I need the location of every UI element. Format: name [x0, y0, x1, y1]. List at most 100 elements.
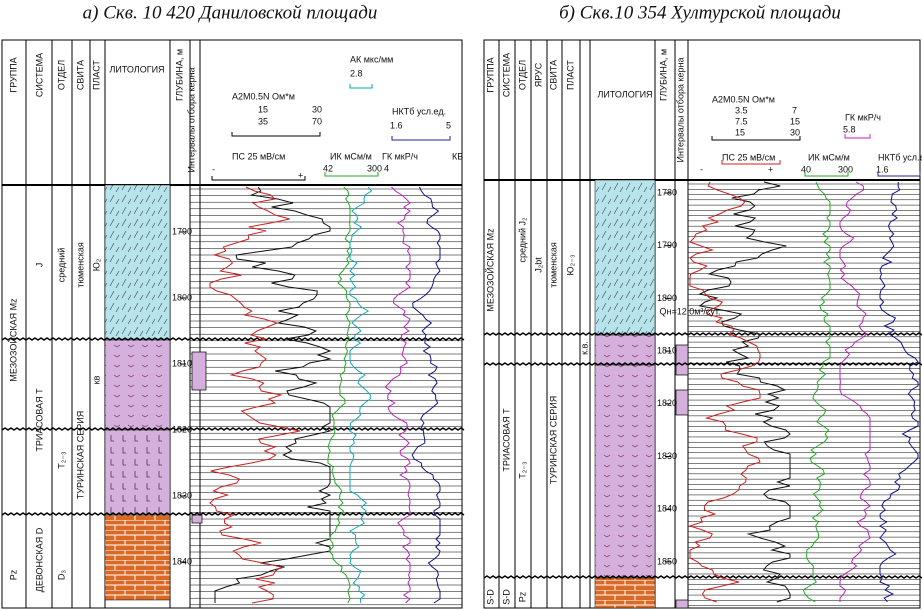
strat-label: ДЕВОНСКАЯ D: [34, 527, 44, 592]
curve-label: АК мкс/мм: [350, 54, 393, 64]
log-curve: [210, 187, 300, 603]
lithology: [595, 365, 655, 578]
core-interval: [676, 390, 688, 415]
column-header: ГРУППА: [8, 57, 18, 92]
curve-label: 30: [312, 104, 322, 114]
curve-label: ПС 25 мВ/см: [232, 151, 285, 161]
panel-title: б) Скв.10 354 Хултурской площади: [559, 2, 841, 23]
curve-label: ГК мкР/ч: [382, 151, 418, 161]
log-curve: [412, 187, 440, 603]
panel-title: а) Скв. 10 420 Даниловской площади: [83, 2, 378, 23]
column-header: Интервалы отбора керна: [675, 57, 685, 162]
lithology: [595, 335, 655, 365]
strat-label: J₂bt: [533, 257, 543, 273]
strat-label: S-D: [501, 589, 511, 605]
scale-bracket: [712, 136, 800, 140]
log-curve: [385, 187, 410, 603]
column-header: ПЛАСТ: [565, 60, 575, 90]
strat-label: ТУРИНСКАЯ СЕРИЯ: [548, 396, 558, 484]
depth-label: 1810: [172, 358, 192, 368]
core-interval: [676, 345, 688, 375]
column-header: СВИТА: [75, 60, 85, 90]
strat-label: T₂₋₃: [56, 451, 66, 469]
core-interval: [192, 352, 206, 390]
column-header: ОТДЕЛ: [517, 60, 527, 90]
curve-label: -: [700, 164, 703, 174]
strat-label: Ю₂: [91, 258, 101, 271]
strat-label: средний J₂: [517, 217, 527, 263]
strat-label: Pz: [517, 591, 527, 602]
curve-label: ПС 25 мВ/см: [722, 152, 775, 162]
depth-label: 1810: [657, 345, 677, 355]
scale-bracket: [232, 132, 320, 136]
strat-label: Ю₂₋₃: [565, 254, 575, 275]
curve-label: 2.8: [350, 68, 363, 78]
scale-bracket: [845, 134, 870, 138]
column-header: СВИТА: [548, 60, 558, 90]
strat-label: ТУРИНСКАЯ СЕРИЯ: [75, 411, 85, 499]
strat-label: D₃: [56, 570, 66, 580]
depth-label: 1840: [172, 556, 192, 566]
strat-label: тюменская: [548, 242, 558, 288]
curve-label: 1.6: [390, 120, 403, 130]
strat-label: Qн=12.0м³/сут.: [659, 306, 720, 316]
depth-label: 1800: [657, 293, 677, 303]
curve-label: 42: [323, 163, 333, 173]
strat-label: МЕЗОЗОЙСКАЯ Mz: [7, 298, 18, 382]
depth-label: 1780: [657, 187, 677, 197]
curve-label: НКТб усл.ед.: [878, 152, 922, 162]
curve-label: 15: [790, 116, 800, 126]
depth-label: 1820: [172, 424, 192, 434]
curve-label: 4: [384, 163, 389, 173]
curve-label: 300: [367, 163, 382, 173]
curve-label: 70: [312, 116, 322, 126]
strat-label: ТРИАСОВАЯ T: [34, 388, 44, 452]
strat-label: S-D: [485, 589, 495, 605]
unconformity: [2, 338, 464, 340]
strat-label: кв: [91, 375, 101, 384]
column-header: ЛИТОЛОГИЯ: [597, 89, 652, 99]
column-header: Интервалы отбора керна: [186, 67, 196, 172]
curve-label: ИК мСм/м: [330, 151, 372, 161]
curve-label: +: [768, 164, 773, 174]
strat-label: к.в.: [579, 341, 589, 355]
log-curve: [215, 187, 330, 603]
curve-label: 5.8: [843, 124, 856, 134]
curve-label: 40: [801, 164, 811, 174]
unconformity: [2, 428, 464, 430]
depth-label: 1840: [657, 504, 677, 514]
column-header: СИСТЕМА: [501, 53, 511, 97]
column-header: ЛИТОЛОГИЯ: [109, 64, 164, 74]
column-header: ГРУППА: [485, 57, 495, 92]
curve-label: 7.5: [735, 116, 748, 126]
core-interval: [192, 515, 202, 523]
column-header: ГЛУБИНА, м: [174, 49, 184, 101]
column-header: ЯРУС: [533, 62, 543, 87]
scale-bracket: [350, 84, 372, 88]
depth-label: 1790: [172, 226, 192, 236]
curve-label: 5: [446, 120, 451, 130]
logs: а) Скв. 10 420 Даниловской площади ГРУППА…: [2, 2, 922, 608]
curve-label: 7: [792, 105, 797, 115]
curve-label: НКТб усл.ед.: [392, 106, 446, 116]
scale-bracket: [212, 176, 305, 180]
curve-label: +: [298, 170, 303, 180]
column-header: СИСТЕМА: [34, 53, 44, 97]
depth-label: 1830: [657, 451, 677, 461]
strat-label: ТРИАСОВАЯ T: [501, 408, 511, 472]
column-header: ГЛУБИНА, м: [658, 49, 668, 101]
scale-bracket: [392, 136, 450, 140]
curve-label: 30: [790, 127, 800, 137]
lithology: [105, 340, 170, 430]
curve-label: ИК мСм/м: [808, 152, 850, 162]
lithology: [105, 185, 170, 340]
lithology: [595, 578, 655, 608]
lithology: [595, 180, 655, 335]
unconformity: [484, 576, 922, 578]
curve-label: КВ: [452, 151, 463, 161]
strat-label: J: [34, 263, 44, 268]
curve-label: 15: [258, 104, 268, 114]
log-curve: [803, 182, 830, 602]
log-curve: [700, 182, 790, 602]
figure: а) Скв. 10 420 Даниловской площади ГРУППА…: [0, 0, 922, 610]
